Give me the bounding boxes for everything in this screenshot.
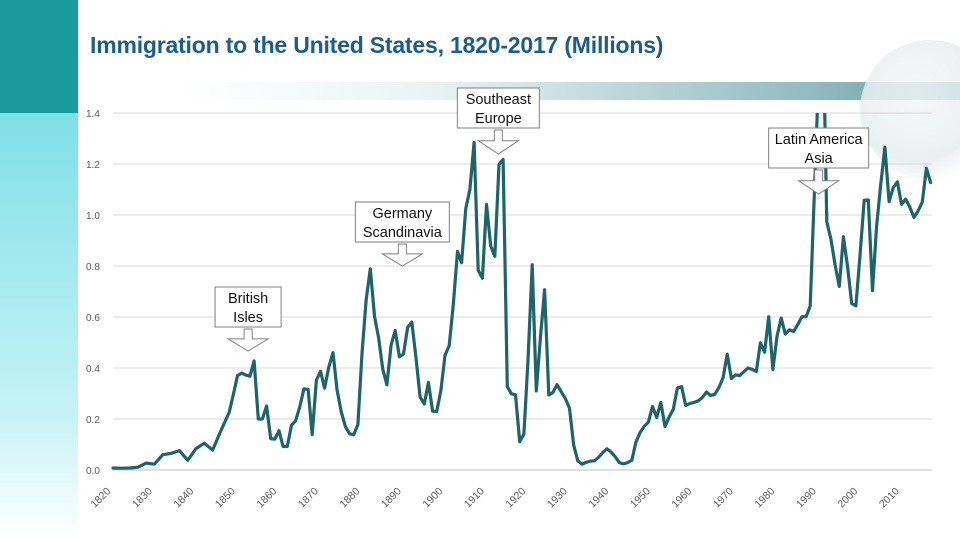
x-tick-label-19: 2010 [877, 485, 902, 510]
y-tick-label-3: 0.6 [86, 313, 100, 324]
annotation-box-germany [354, 201, 450, 243]
y-tick-label-1: 0.2 [86, 415, 100, 426]
annotation-southeast: Southeast Europe [456, 87, 540, 155]
accent-bar-bottom [0, 113, 78, 540]
y-tick-label-6: 1.2 [86, 160, 100, 171]
annotation-arrow-southeast [476, 129, 521, 155]
annotation-box-british [214, 286, 282, 328]
title-band [78, 0, 960, 82]
annotation-box-latin [768, 127, 870, 169]
x-tick-label-7: 1890 [379, 485, 404, 510]
x-tick-label-1: 1830 [130, 485, 155, 510]
annotation-arrow-british [226, 328, 270, 352]
annotation-text-latin-0: Latin America [775, 132, 864, 148]
x-tick-label-16: 1980 [752, 485, 777, 510]
annotation-text-southeast-0: Southeast [466, 92, 531, 108]
x-tick-label-12: 1940 [586, 485, 611, 510]
x-tick-label-2: 1840 [171, 485, 196, 510]
x-tick-label-13: 1950 [628, 485, 653, 510]
x-tick-label-9: 1910 [462, 485, 487, 510]
y-tick-label-2: 0.4 [86, 364, 100, 375]
x-tick-label-4: 1860 [254, 485, 279, 510]
y-tick-label-4: 0.8 [86, 262, 100, 273]
x-axis-tick-labels: 1820 1830 1840 1850 1860 1870 1880 1890 1900 1910… [88, 485, 902, 510]
x-tick-label-8: 1900 [420, 485, 445, 510]
x-tick-label-14: 1960 [669, 485, 694, 510]
y-tick-label-0: 0.0 [86, 466, 100, 477]
annotation-british: British Isles [214, 286, 282, 352]
annotation-text-southeast-1: Europe [475, 111, 522, 127]
x-tick-label-10: 1920 [503, 485, 528, 510]
annotation-latin: Latin America Asia [768, 127, 870, 195]
annotation-text-latin-1: Asia [805, 151, 834, 167]
x-tick-label-15: 1970 [711, 485, 736, 510]
x-tick-label-6: 1880 [337, 485, 362, 510]
series-line-0 [111, 113, 933, 470]
x-tick-label-0: 1820 [88, 485, 113, 510]
y-tick-label-5: 1.0 [86, 211, 100, 222]
y-axis-tick-labels: 0.0 0.2 0.4 0.6 0.8 1.0 1.2 1.4 [86, 109, 100, 477]
x-tick-label-5: 1870 [296, 485, 321, 510]
x-tick-label-17: 1990 [794, 485, 819, 510]
annotation-text-germany-1: Scandinavia [363, 225, 443, 241]
annotation-text-british-0: British [228, 291, 268, 307]
series-layer [111, 113, 933, 470]
x-tick-label-18: 2000 [835, 485, 860, 510]
x-tick-label-11: 1930 [545, 485, 570, 510]
accent-bar-top [0, 0, 78, 113]
annotation-arrow-latin [796, 169, 841, 195]
annotation-arrow-germany [380, 243, 425, 267]
annotation-text-germany-0: Germany [373, 206, 433, 222]
annotation-text-british-1: Isles [233, 310, 263, 326]
annotation-box-southeast [456, 87, 540, 129]
annotation-germany: Germany Scandinavia [354, 201, 450, 267]
annotations: British Isles Germany Scandinavia Southeast E… [214, 87, 870, 352]
y-tick-label-7: 1.4 [86, 109, 100, 120]
page-title: Immigration to the United States, 1820-2… [90, 32, 664, 58]
x-tick-label-3: 1850 [213, 485, 238, 510]
